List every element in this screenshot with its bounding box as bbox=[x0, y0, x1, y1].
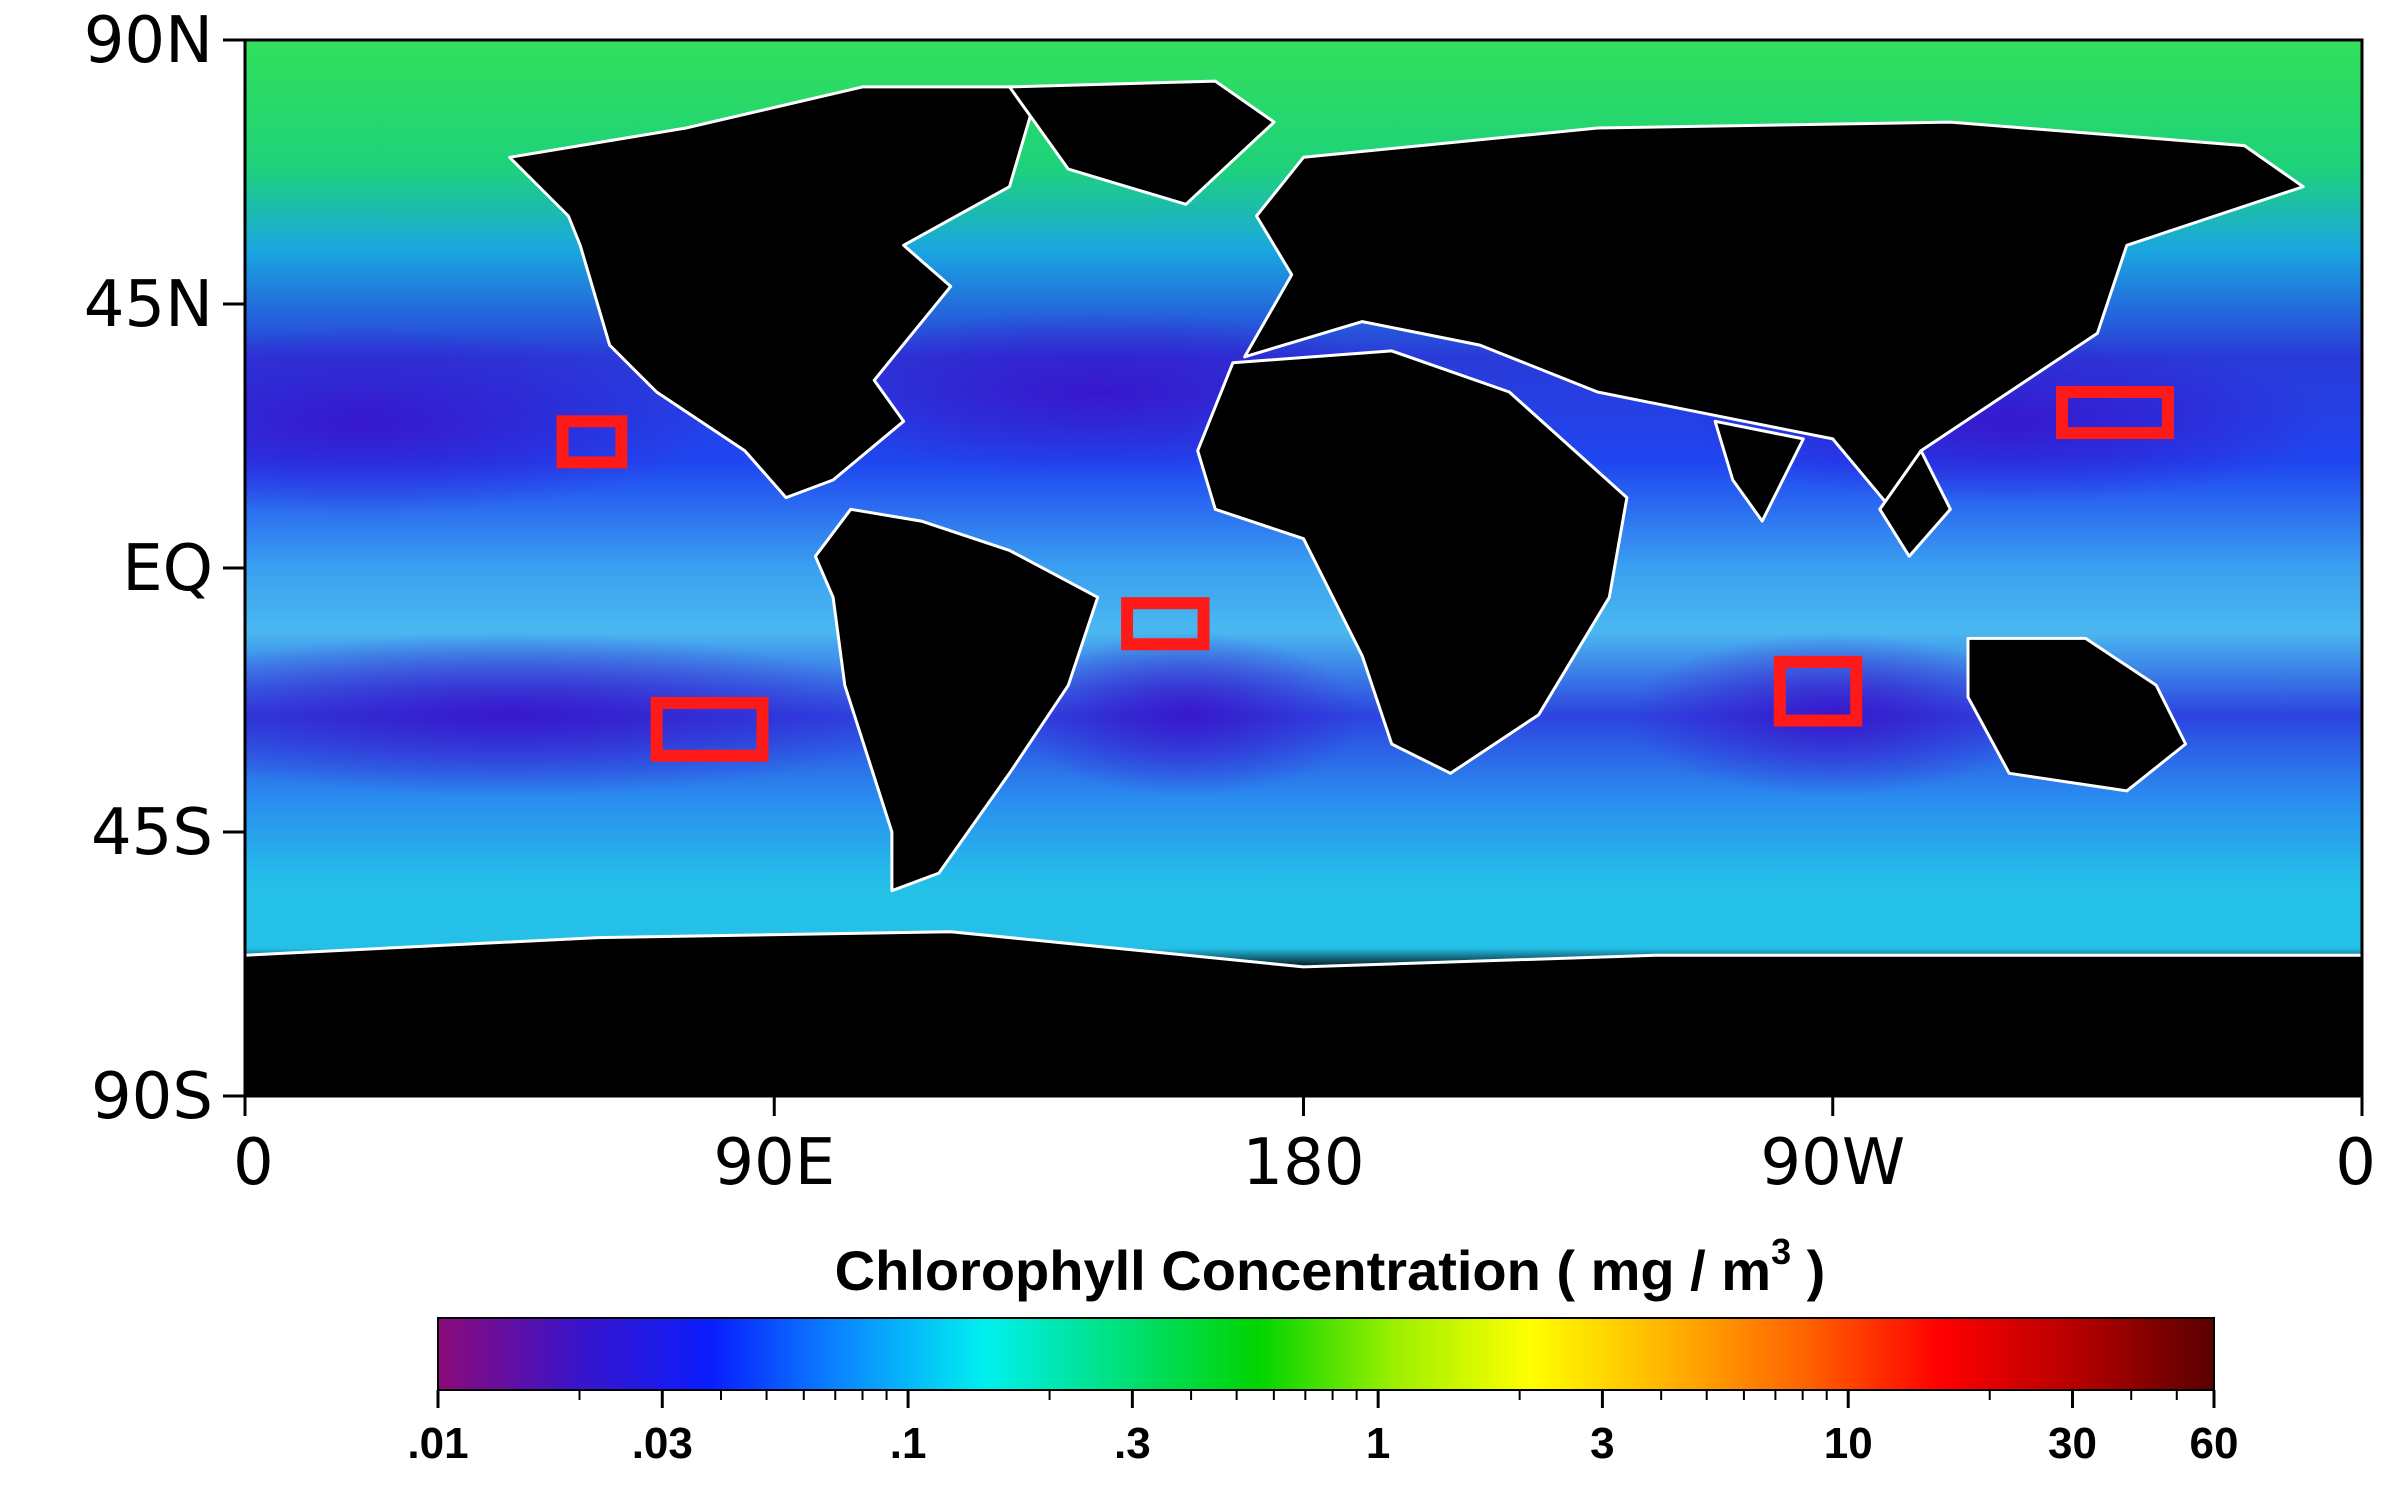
colorbar: Chlorophyll Concentration ( mg / m3 ) .0… bbox=[407, 1231, 2238, 1468]
colorbar-bar bbox=[437, 1317, 2215, 1391]
colorbar-tick-label: 10 bbox=[1824, 1419, 1873, 1468]
latitude-axis: 90N 45N EQ 45S 90S bbox=[84, 4, 245, 1134]
colorbar-tick-label: 3 bbox=[1590, 1419, 1614, 1468]
colorbar-title-main: Chlorophyll Concentration ( mg / m bbox=[835, 1239, 1771, 1302]
landmass-southeast-asia bbox=[1878, 449, 1952, 558]
landmasses bbox=[245, 79, 2362, 1096]
colorbar-tick-label: .1 bbox=[890, 1419, 927, 1468]
landmass-greenland bbox=[1008, 79, 1276, 206]
lon-tick-label: 180 bbox=[1242, 1126, 1364, 1200]
colorbar-ticks: .01 .03 .1 .3 1 3 10 30 60 bbox=[407, 1390, 2238, 1468]
colorbar-tick-label: .03 bbox=[632, 1419, 693, 1468]
study-region-box-4 bbox=[1773, 655, 1863, 727]
colorbar-tick-label: 30 bbox=[2048, 1419, 2097, 1468]
lat-tick-label: 45N bbox=[84, 268, 213, 342]
landmass-africa bbox=[1196, 349, 1629, 775]
study-region-box-5 bbox=[2056, 386, 2174, 440]
lon-tick-label: 0 bbox=[2335, 1126, 2376, 1200]
landmass-india bbox=[1713, 419, 1805, 523]
longitude-axis: 0 90E 180 90W 0 bbox=[233, 1096, 2376, 1200]
study-region-box-1 bbox=[556, 415, 628, 469]
study-region-box-3 bbox=[1121, 597, 1210, 651]
gyre-patch bbox=[1009, 632, 1363, 797]
colorbar-title: Chlorophyll Concentration ( mg / m3 ) bbox=[835, 1231, 1826, 1302]
colorbar-tick-label: .3 bbox=[1114, 1419, 1151, 1468]
landmass-south-america bbox=[813, 507, 1100, 893]
landmass-eurasia bbox=[1243, 120, 2305, 511]
lat-tick-label: 90S bbox=[91, 1060, 213, 1134]
map-area bbox=[245, 40, 2362, 1096]
landmass-australia bbox=[1966, 636, 2188, 793]
lon-tick-label: 90E bbox=[713, 1126, 835, 1200]
colorbar-tick-label: 1 bbox=[1366, 1419, 1390, 1468]
colorbar-title-superscript: 3 bbox=[1771, 1231, 1791, 1272]
lat-tick-label: EQ bbox=[122, 532, 213, 606]
study-region-box-2 bbox=[650, 696, 769, 762]
lon-tick-label: 0 bbox=[233, 1126, 274, 1200]
study-regions bbox=[556, 386, 2174, 762]
landmass-north-america bbox=[508, 85, 1041, 500]
lon-tick-label: 90W bbox=[1760, 1126, 1905, 1200]
colorbar-tick-label: 60 bbox=[2190, 1419, 2239, 1468]
colorbar-title-end: ) bbox=[1791, 1239, 1825, 1302]
lat-tick-label: 90N bbox=[84, 4, 213, 78]
landmass-antarctica bbox=[245, 930, 2362, 1096]
lat-tick-label: 45S bbox=[91, 796, 213, 870]
gyre-patch bbox=[245, 632, 922, 797]
colorbar-tick-label: .01 bbox=[407, 1419, 468, 1468]
